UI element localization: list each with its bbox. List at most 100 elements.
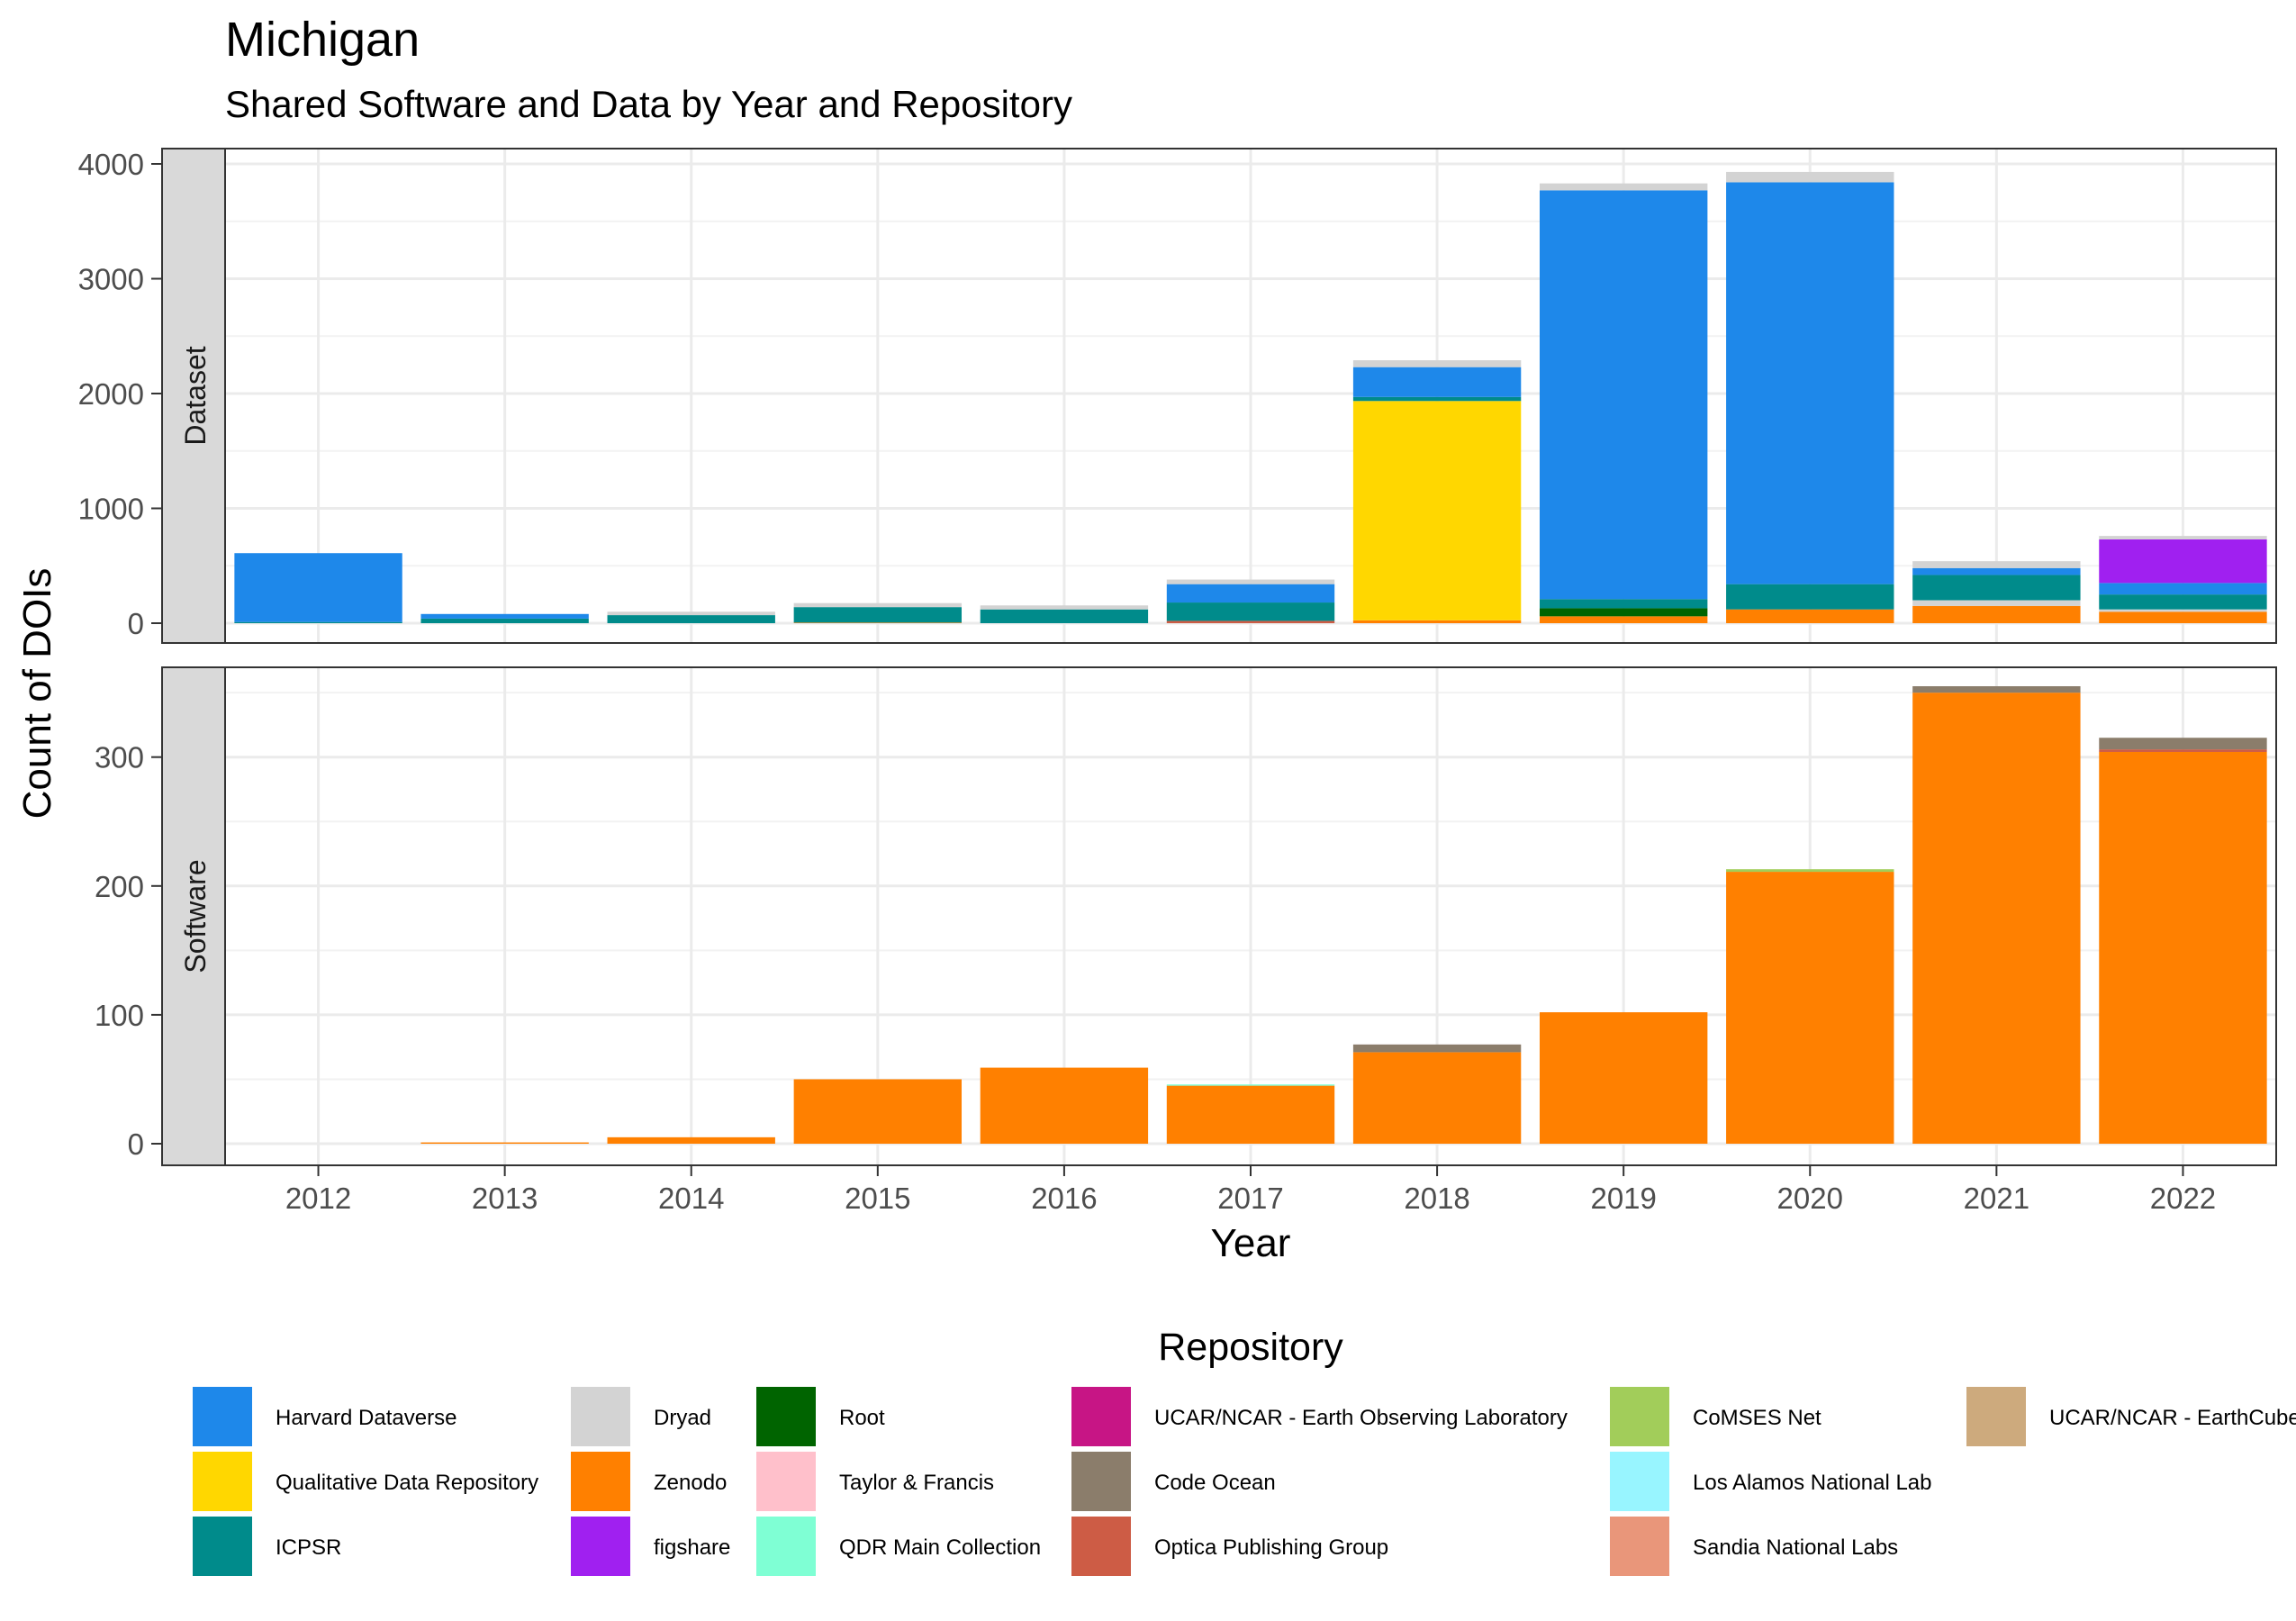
facet-strip-label: Software [179, 859, 212, 973]
bar-segment-2020-zenodo [1726, 872, 1894, 1144]
bar-segment-2022-code-ocean [2099, 738, 2267, 750]
legend-item-ucar-ncar-earth-observing-laboratory: UCAR/NCAR - Earth Observing Laboratory [1071, 1387, 1568, 1446]
bar-segment-2016-dryad [980, 605, 1149, 610]
legend-item-qdr-main-collection: QDR Main Collection [756, 1517, 1041, 1576]
legend-swatch [756, 1517, 816, 1576]
x-axis-title: Year [1211, 1221, 1291, 1265]
bar-segment-2022-zenodo [2099, 751, 2267, 1144]
legend-item-qualitative-data-repository: Qualitative Data Repository [193, 1452, 538, 1511]
legend-item-code-ocean: Code Ocean [1071, 1452, 1276, 1511]
bar-segment-2021-icpsr [1912, 575, 2081, 601]
y-tick-label: 3000 [78, 263, 144, 296]
bar-segment-2012-icpsr [234, 621, 402, 623]
legend-label: figshare [654, 1535, 730, 1560]
facet-strip-label: Dataset [179, 346, 212, 445]
x-tick-label: 2016 [1031, 1182, 1097, 1215]
legend-item-sandia-national-labs: Sandia National Labs [1610, 1517, 1898, 1576]
bar-segment-2021-zenodo [1912, 693, 2081, 1144]
legend-label: Root [839, 1406, 885, 1430]
bar-segment-2018-qualitative-data-repository [1352, 401, 1522, 620]
legend-swatch [756, 1452, 816, 1511]
legend-item-los-alamos-national-lab: Los Alamos National Lab [1610, 1452, 1932, 1511]
legend-swatch [193, 1452, 252, 1511]
legend-item-ucar-ncar-earthcube: UCAR/NCAR - EarthCube [1966, 1387, 2296, 1446]
legend-label: Code Ocean [1154, 1471, 1276, 1495]
bar-segment-2018-zenodo [1352, 1052, 1522, 1144]
bar-segment-2015-zenodo [793, 1079, 963, 1144]
legend-label: UCAR/NCAR - EarthCube [2049, 1406, 2296, 1430]
legend-swatch [1610, 1517, 1669, 1576]
x-tick-label: 2022 [2150, 1182, 2216, 1215]
legend-swatch [1071, 1452, 1131, 1511]
chart-title: Michigan [225, 13, 420, 67]
legend: Harvard Dataverse Qualitative Data Reposi… [193, 1387, 2296, 1576]
bar-segment-2020-icpsr [1726, 584, 1894, 610]
y-tick-label: 0 [128, 1127, 144, 1161]
legend-swatch [571, 1452, 630, 1511]
legend-swatch [1071, 1517, 1131, 1576]
legend-swatch [756, 1387, 816, 1446]
bar-segment-2022-optica-publishing-group [2099, 749, 2267, 752]
x-tick-label: 2013 [472, 1182, 538, 1215]
y-tick-label: 100 [95, 999, 144, 1032]
legend-item-zenodo: Zenodo [571, 1452, 727, 1511]
legend-swatch [1610, 1387, 1669, 1446]
bar-segment-2013-icpsr [420, 618, 589, 623]
y-axis-title: Count of DOIs [15, 568, 59, 820]
bar-segment-2021-dryad [1912, 600, 2081, 606]
facet-strip [161, 148, 226, 644]
bar-segment-2020-dryad [1726, 171, 1894, 183]
legend-label: Harvard Dataverse [276, 1406, 456, 1430]
legend-swatch [1610, 1452, 1669, 1511]
legend-swatch [571, 1517, 630, 1576]
x-tick-label: 2018 [1404, 1182, 1469, 1215]
x-tick-label: 2015 [845, 1182, 910, 1215]
legend-label: Optica Publishing Group [1154, 1535, 1388, 1560]
bar-segment-2015-zenodo [793, 622, 963, 623]
y-tick-label: 1000 [78, 493, 144, 526]
x-tick-label: 2012 [285, 1182, 351, 1215]
legend-label: Qualitative Data Repository [276, 1471, 538, 1495]
bar-segment-2019-root [1539, 608, 1708, 617]
bar-segment-2020-harvard-dataverse [1726, 182, 1894, 584]
bar-segment-2018-icpsr [1352, 396, 1522, 402]
bar-segment-2018-zenodo [1352, 620, 1522, 623]
y-tick-label: 200 [95, 870, 144, 903]
bar-segment-2022-zenodo [2099, 611, 2267, 623]
legend-label: CoMSES Net [1693, 1406, 1821, 1430]
bar-segment-2019-dryad [1539, 183, 1708, 191]
legend-label: Taylor & Francis [839, 1471, 994, 1495]
x-tick-label: 2021 [1964, 1182, 2029, 1215]
bar-segment-2017-icpsr [1166, 602, 1335, 621]
bar-segment-2012-harvard-dataverse [234, 553, 402, 622]
bar-segment-2021-harvard-dataverse [1912, 567, 2081, 575]
legend-swatch [571, 1387, 630, 1446]
facet-strip [161, 666, 226, 1166]
bar-segment-2020-comses-net [1726, 869, 1894, 873]
bar-segment-2022-icpsr [2099, 594, 2267, 610]
bar-segment-2021-code-ocean [1912, 686, 2081, 693]
legend-swatch [193, 1387, 252, 1446]
bar-segment-2022-harvard-dataverse [2099, 583, 2267, 595]
legend-item-dryad: Dryad [571, 1387, 711, 1446]
x-tick-label: 2017 [1217, 1182, 1283, 1215]
bar-segment-2014-dryad [607, 611, 775, 616]
bar-segment-2018-code-ocean [1352, 1044, 1522, 1053]
bar-segment-2021-zenodo [1912, 605, 2081, 623]
y-tick-label: 300 [95, 741, 144, 774]
legend-label: UCAR/NCAR - Earth Observing Laboratory [1154, 1406, 1568, 1430]
bar-segment-2014-icpsr [607, 615, 775, 623]
legend-item-comses-net: CoMSES Net [1610, 1387, 1821, 1446]
bar-segment-2019-icpsr [1539, 599, 1708, 609]
legend-label: Sandia National Labs [1693, 1535, 1898, 1560]
x-axis: 2012 2013 2014 2015 2016 2017 2018 2019 2020 2021… [285, 1165, 2216, 1215]
bar-segment-2017-optica-publishing-group [1166, 620, 1335, 623]
legend-label: ICPSR [276, 1535, 341, 1560]
legend-label: Zenodo [654, 1471, 727, 1495]
bar-segment-2017-dryad [1166, 579, 1335, 584]
panel-software: Software 0 100 200 300 [95, 666, 2277, 1166]
bar-segment-2015-icpsr [793, 607, 963, 623]
y-tick-label: 0 [128, 607, 144, 640]
